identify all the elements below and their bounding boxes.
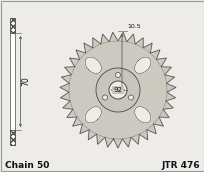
Circle shape <box>128 95 133 100</box>
Circle shape <box>102 95 107 100</box>
Polygon shape <box>134 57 150 73</box>
Polygon shape <box>134 107 150 123</box>
Text: 92: 92 <box>113 87 122 93</box>
Text: 10.5: 10.5 <box>126 24 140 29</box>
Bar <box>10 130 16 145</box>
Circle shape <box>109 81 126 99</box>
Bar <box>10 18 16 145</box>
Polygon shape <box>85 107 101 123</box>
Polygon shape <box>60 32 175 148</box>
Text: 70: 70 <box>21 77 30 86</box>
Text: JTR 476: JTR 476 <box>161 160 199 169</box>
Polygon shape <box>68 40 167 140</box>
Circle shape <box>95 68 139 112</box>
Bar <box>10 18 16 33</box>
Circle shape <box>115 73 120 78</box>
Text: Chain 50: Chain 50 <box>5 160 49 169</box>
Polygon shape <box>85 57 101 73</box>
